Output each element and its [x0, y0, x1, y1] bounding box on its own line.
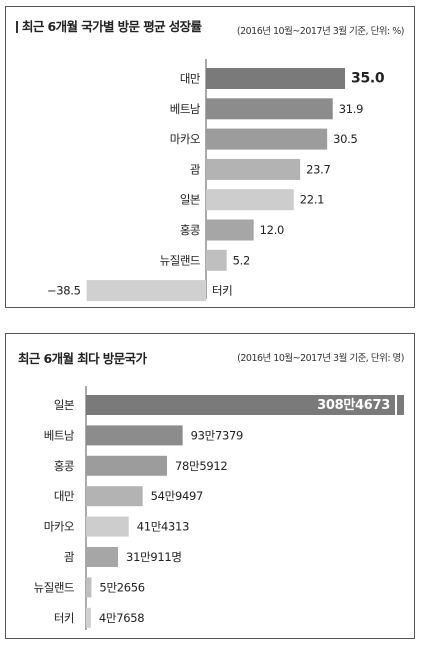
bar	[86, 425, 183, 446]
value-label: 4만7658	[99, 611, 144, 625]
top-visits-chart: 일본 308만4673 베트남 93만7379 홍콩 78만5912 대만 54만9497 마카…	[34, 386, 404, 630]
value-label: 5만2656	[99, 580, 144, 594]
bar	[206, 158, 301, 180]
value-label: −38.5	[47, 284, 81, 298]
bar	[86, 395, 404, 415]
value-label: 35.0	[351, 71, 385, 87]
bar	[206, 128, 328, 150]
category-label: 일본	[180, 193, 200, 207]
category-label: 마카오	[44, 520, 74, 534]
growth-rate-chart: 대만 35.0 베트남 31.9 마카오 30.5 괌 23.7 일본 22.1 홍콩 12.0 뉴질랜…	[47, 59, 385, 302]
bar	[86, 607, 91, 628]
category-label: 터키	[54, 611, 74, 625]
category-label: 일본	[54, 398, 74, 412]
bar	[86, 486, 143, 507]
chart-subtitle: (2016년 10월~2017년 3월 기준, 단위: %)	[236, 26, 405, 37]
value-label: 78만5912	[175, 459, 227, 473]
bar	[206, 189, 294, 211]
category-label: 뉴질랜드	[34, 580, 74, 594]
category-label: 베트남	[44, 428, 75, 442]
category-label: 베트남	[170, 102, 201, 116]
bar	[206, 219, 254, 241]
category-label: 괌	[190, 162, 201, 176]
bar	[86, 547, 119, 567]
value-label: 54만9497	[151, 489, 203, 503]
chart-subtitle: (2016년 10월~2017년 3월 기준, 단위: 명)	[237, 353, 404, 364]
value-label: 30.5	[333, 132, 357, 146]
category-label: 대만	[54, 489, 75, 503]
category-label: 뉴질랜드	[160, 253, 200, 267]
value-label: 31.9	[339, 102, 363, 116]
growth-rate-panel: 최근 6개월 국가별 방문 평균 성장률 (2016년 10월~2017년 3월…	[5, 6, 415, 308]
top-visits-panel: 최근 6개월 최다 방문국가 (2016년 10월~2017년 3월 기준, 단…	[5, 333, 415, 639]
bar	[206, 68, 346, 89]
category-label: 홍콩	[180, 223, 200, 237]
bar	[206, 98, 333, 120]
value-label: 41만4313	[137, 520, 189, 534]
category-label: 홍콩	[54, 459, 74, 473]
bar	[86, 280, 206, 302]
category-label: 괌	[64, 550, 75, 564]
value-label: 5.2	[233, 253, 250, 267]
chart-title: 최근 6개월 최다 방문국가	[18, 351, 147, 366]
category-label: 대만	[180, 72, 201, 86]
value-label: 308만4673	[317, 397, 390, 413]
value-label: 93만7379	[191, 428, 243, 442]
value-label: 23.7	[306, 162, 330, 176]
chart-title: 최근 6개월 국가별 방문 평균 성장률	[16, 20, 202, 33]
value-label: 12.0	[260, 223, 284, 237]
category-label: 마카오	[170, 132, 200, 146]
bar	[86, 577, 92, 598]
bar	[86, 516, 129, 537]
category-label: 터키	[212, 284, 232, 298]
value-label: 31만911명	[126, 550, 182, 564]
bar	[206, 249, 227, 271]
bar	[86, 455, 168, 476]
value-label: 22.1	[300, 193, 324, 207]
